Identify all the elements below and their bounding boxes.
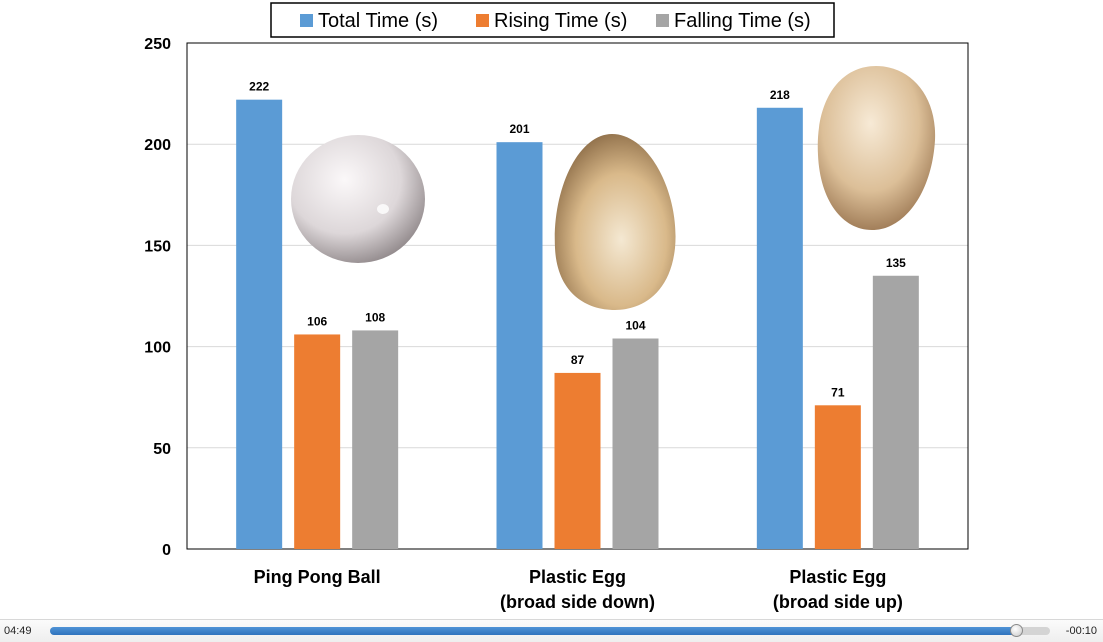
data-label-total-0: 222	[249, 80, 269, 94]
y-tick-label: 200	[144, 137, 171, 154]
legend-label-total: Total Time (s)	[318, 10, 438, 32]
legend-box	[270, 2, 835, 38]
x-category-label: Plastic Egg	[529, 567, 626, 587]
data-label-falling-0: 108	[365, 310, 385, 324]
legend: Total Time (s) Rising Time (s) Falling T…	[270, 2, 835, 38]
seek-bar[interactable]	[50, 624, 1050, 637]
x-category-label: (broad side down)	[500, 592, 655, 612]
bar-total-2	[756, 107, 803, 549]
bar-rising-1	[554, 372, 601, 549]
bar-total-1	[496, 142, 543, 549]
remaining-time: -00:10	[1065, 625, 1097, 637]
bar-falling-1	[612, 338, 659, 549]
data-label-falling-1: 104	[625, 319, 645, 333]
data-label-rising-0: 106	[307, 314, 327, 328]
legend-swatch-falling	[656, 14, 669, 27]
y-tick-label: 150	[144, 238, 171, 255]
data-label-rising-2: 71	[831, 385, 845, 399]
plastic-egg-broad-side-down-photo	[554, 134, 676, 310]
elapsed-time: 04:49	[4, 625, 32, 637]
data-label-total-2: 218	[770, 88, 790, 102]
y-tick-label: 100	[144, 340, 171, 357]
data-label-falling-2: 135	[886, 256, 906, 270]
y-tick-label: 250	[144, 36, 171, 53]
x-category-label: (broad side up)	[773, 592, 903, 612]
x-category-label: Plastic Egg	[789, 567, 886, 587]
legend-label-falling: Falling Time (s)	[674, 10, 811, 32]
bar-rising-0	[294, 334, 341, 549]
legend-label-rising: Rising Time (s)	[494, 10, 627, 32]
y-tick-label: 50	[153, 441, 171, 458]
bar-falling-2	[872, 275, 919, 549]
legend-swatch-rising	[476, 14, 489, 27]
media-player-controls: 04:49 -00:10	[0, 619, 1103, 642]
legend-swatch-total	[300, 14, 313, 27]
seek-progress	[50, 627, 1016, 635]
ping-pong-ball-photo	[291, 135, 425, 263]
bar-chart: 0 50 100 150 200 250 222 201 218 106 87 71 108 104 13…	[144, 2, 969, 612]
plastic-egg-broad-side-up-photo	[817, 66, 936, 230]
bar-falling-0	[352, 330, 399, 549]
x-category-label: Ping Pong Ball	[254, 567, 381, 587]
data-label-total-1: 201	[509, 122, 529, 136]
y-tick-label: 0	[162, 542, 171, 559]
bar-rising-2	[814, 405, 861, 549]
bar-total-0	[236, 99, 283, 549]
seek-thumb[interactable]	[1010, 624, 1023, 637]
data-label-rising-1: 87	[571, 353, 585, 367]
